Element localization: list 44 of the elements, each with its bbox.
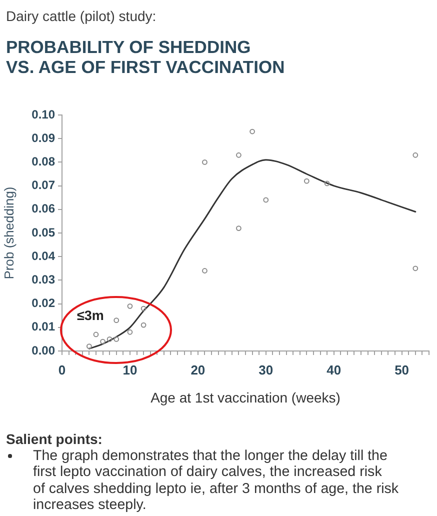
text: The graph demonstrates that the longer the delay till the first lepto vaccination of dairy calves, the increased risk of calves shedding lepto ie, after 3 months of age, the risk increases steeply.	[33, 448, 399, 513]
point	[127, 303, 133, 309]
y-tick-label: 0.10	[32, 107, 56, 122]
point	[114, 318, 120, 324]
y-tick-label: 0.00	[32, 343, 56, 358]
x-axis-title: Age at 1st vaccination (weeks)	[150, 389, 340, 406]
point	[106, 336, 112, 342]
point	[236, 152, 242, 158]
y-axis-title: Prob (shedding)	[1, 186, 16, 280]
point	[100, 338, 106, 344]
point	[236, 226, 242, 231]
y-tick-label: 0.04	[32, 248, 56, 263]
x-tick-label: 40	[326, 362, 342, 378]
point	[140, 322, 146, 328]
point	[263, 197, 269, 203]
annotation: ≤3m	[77, 308, 104, 324]
x-tick-label: 20	[190, 362, 206, 378]
x-tick-label: 0	[58, 362, 66, 378]
point	[140, 306, 146, 312]
point	[127, 329, 133, 335]
point	[412, 266, 418, 272]
point	[93, 332, 99, 338]
point	[114, 336, 120, 342]
point	[412, 152, 418, 158]
y-tick-label: 0.06	[32, 202, 56, 216]
y-tick-label: 0.08	[32, 154, 56, 169]
point	[202, 268, 208, 274]
y-tick-label: 0.01	[32, 320, 56, 334]
y-tick-label: 0.09	[32, 130, 56, 145]
point	[86, 344, 92, 349]
y-tick-label: 0.07	[32, 178, 56, 192]
y-tick-label: 0.03	[32, 272, 56, 287]
y-tick-label: 0.05	[32, 225, 56, 240]
x-tick-label: 10	[122, 362, 138, 378]
text: Salient points:	[6, 431, 104, 448]
point	[202, 160, 208, 165]
point	[304, 178, 310, 184]
chart-title: PROBABILITY OF SHEDDING VS. AGE OF FIRST VACCINATION	[6, 37, 285, 77]
chart-subtitle: Dairy cattle (pilot) study:	[6, 8, 156, 25]
point	[250, 128, 255, 134]
y-tick-label: 0.02	[32, 296, 56, 310]
x-tick-label: 50	[394, 362, 410, 378]
x-tick-label: 30	[258, 362, 274, 378]
point	[324, 180, 330, 186]
